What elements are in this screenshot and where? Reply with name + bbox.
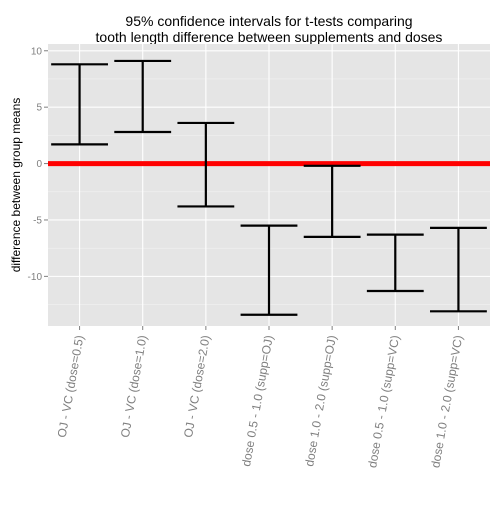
error-bar: [366, 233, 424, 293]
y-tick-label: 0: [36, 159, 42, 170]
x-tick-label: dose 1.0 - 2.0 (supp=OJ): [302, 334, 339, 467]
x-axis: OJ - VC (dose=0.5) OJ - VC (dose=1.0) OJ -…: [55, 326, 465, 469]
error-bar: [240, 224, 298, 316]
chart-title-line: 95% confidence intervals for t-tests com…: [125, 13, 412, 29]
error-bar: [114, 59, 172, 134]
error-bar: [303, 164, 361, 238]
error-bar: [177, 121, 235, 208]
y-tick-label: 10: [31, 46, 43, 57]
x-tick-label: dose 1.0 - 2.0 (supp=VC): [428, 334, 465, 469]
x-tick-label: dose 0.5 - 1.0 (supp=OJ): [239, 334, 276, 467]
x-tick-label: OJ - VC (dose=2.0): [181, 334, 213, 439]
y-tick-label: -5: [33, 215, 42, 226]
x-tick-label: OJ - VC (dose=1.0): [118, 334, 150, 439]
x-tick-label: dose 0.5 - 1.0 (supp=VC): [365, 334, 402, 469]
x-tick-label: OJ - VC (dose=0.5): [55, 334, 87, 439]
y-axis: 10 5 0 -5 -10: [28, 46, 48, 283]
error-bar: [51, 63, 108, 146]
chart-title-line: tooth length difference between suppleme…: [96, 29, 443, 45]
error-bars: [51, 59, 487, 316]
y-tick-label: -10: [28, 272, 43, 283]
y-tick-label: 5: [36, 103, 42, 114]
chart-title: 95% confidence intervals for t-tests com…: [96, 13, 443, 45]
error-bar: [430, 226, 487, 313]
y-axis-label: difference between group means: [9, 98, 23, 273]
